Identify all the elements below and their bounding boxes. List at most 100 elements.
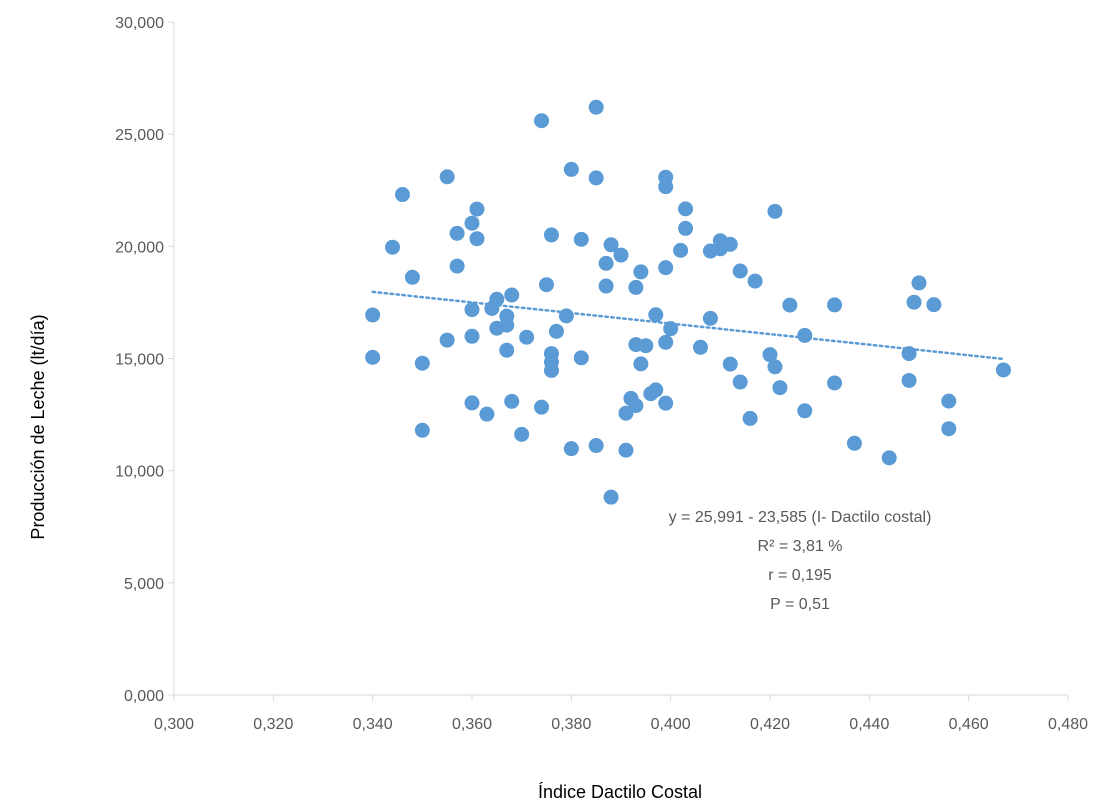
x-axis: 0,300 0,320 0,340 0,360 0,380 0,400 0,420 0,440… xyxy=(154,694,1088,733)
data-point xyxy=(588,99,604,115)
x-tick-label: 0,420 xyxy=(750,716,790,733)
data-point xyxy=(588,438,604,454)
data-point xyxy=(563,161,579,177)
trendline-layer xyxy=(371,290,1005,361)
data-point xyxy=(464,215,480,231)
data-point xyxy=(628,279,644,295)
data-point xyxy=(692,339,708,355)
data-point xyxy=(543,362,559,378)
data-point xyxy=(702,310,718,326)
data-point xyxy=(449,225,465,241)
data-point xyxy=(658,334,674,350)
data-point xyxy=(881,450,897,466)
data-point xyxy=(588,170,604,186)
data-point xyxy=(514,426,530,442)
y-tick-label: 30,000 xyxy=(115,15,164,32)
data-point xyxy=(563,441,579,457)
data-point xyxy=(767,359,783,375)
x-tick-label: 0,400 xyxy=(651,716,691,733)
data-point xyxy=(479,406,495,422)
data-point xyxy=(573,350,589,366)
y-tick-label: 0,000 xyxy=(124,688,164,705)
data-point xyxy=(394,187,410,203)
data-point xyxy=(941,421,957,437)
x-tick-label: 0,320 xyxy=(253,716,293,733)
data-point xyxy=(499,308,515,324)
data-point xyxy=(673,242,689,258)
x-tick-label: 0,480 xyxy=(1048,716,1088,733)
data-point xyxy=(648,307,664,323)
data-point xyxy=(414,422,430,438)
data-point xyxy=(548,323,564,339)
data-points xyxy=(365,99,1011,505)
data-point xyxy=(658,395,674,411)
data-point xyxy=(504,393,520,409)
regression-annotation: y = 25,991 - 23,585 (I- Dactilo costal) … xyxy=(669,509,932,613)
y-tick-label: 20,000 xyxy=(115,239,164,256)
r-label: r = 0,195 xyxy=(768,567,832,584)
y-tick-label: 25,000 xyxy=(115,127,164,144)
data-point xyxy=(534,399,550,415)
data-point xyxy=(439,169,455,185)
data-point xyxy=(385,239,401,255)
y-axis: 0,000 5,000 10,000 15,000 20,000 25,000 30,000 xyxy=(115,15,175,705)
data-point xyxy=(404,269,420,285)
data-point xyxy=(534,113,550,129)
x-tick-label: 0,340 xyxy=(353,716,393,733)
x-tick-label: 0,460 xyxy=(949,716,989,733)
x-axis-title: Índice Dactilo Costal xyxy=(538,782,702,802)
data-point xyxy=(901,346,917,362)
data-point xyxy=(926,297,942,313)
data-point xyxy=(747,273,763,289)
data-point xyxy=(732,374,748,390)
data-point xyxy=(722,356,738,372)
data-point xyxy=(663,321,679,337)
data-point xyxy=(906,294,922,310)
data-point xyxy=(618,442,634,458)
data-point xyxy=(846,435,862,451)
data-point xyxy=(449,258,465,274)
data-point xyxy=(365,349,381,365)
data-point xyxy=(658,260,674,276)
r-squared-label: R² = 3,81 % xyxy=(758,538,843,555)
data-point xyxy=(558,308,574,324)
data-point xyxy=(678,220,694,236)
data-point xyxy=(762,347,778,363)
x-tick-label: 0,440 xyxy=(849,716,889,733)
data-point xyxy=(722,236,738,252)
data-point xyxy=(901,372,917,388)
data-point xyxy=(603,489,619,505)
p-value-label: P = 0,51 xyxy=(770,596,830,613)
data-point xyxy=(995,362,1011,378)
x-tick-label: 0,300 xyxy=(154,716,194,733)
data-point xyxy=(603,237,619,253)
data-point xyxy=(414,355,430,371)
data-point xyxy=(941,393,957,409)
data-point xyxy=(732,263,748,279)
data-point xyxy=(658,179,674,195)
data-point xyxy=(469,231,485,247)
data-point xyxy=(469,201,485,217)
data-point xyxy=(543,227,559,243)
data-point xyxy=(827,297,843,313)
y-axis-title: Producción de Leche (lt/día) xyxy=(28,314,48,539)
x-tick-label: 0,380 xyxy=(551,716,591,733)
data-point xyxy=(772,380,788,396)
data-point xyxy=(539,277,554,293)
data-point xyxy=(598,278,614,294)
x-tick-label: 0,360 xyxy=(452,716,492,733)
data-point xyxy=(797,403,813,419)
data-point xyxy=(573,231,589,247)
data-point xyxy=(504,287,520,303)
data-point xyxy=(365,307,381,323)
trendline xyxy=(371,290,1005,361)
y-tick-label: 15,000 xyxy=(115,352,164,369)
data-point xyxy=(464,395,480,411)
y-tick-label: 5,000 xyxy=(124,576,164,593)
data-point xyxy=(464,302,480,318)
data-point xyxy=(499,342,515,358)
data-point xyxy=(439,332,455,348)
data-point xyxy=(678,201,694,217)
data-point xyxy=(648,382,664,398)
data-point xyxy=(742,410,758,426)
